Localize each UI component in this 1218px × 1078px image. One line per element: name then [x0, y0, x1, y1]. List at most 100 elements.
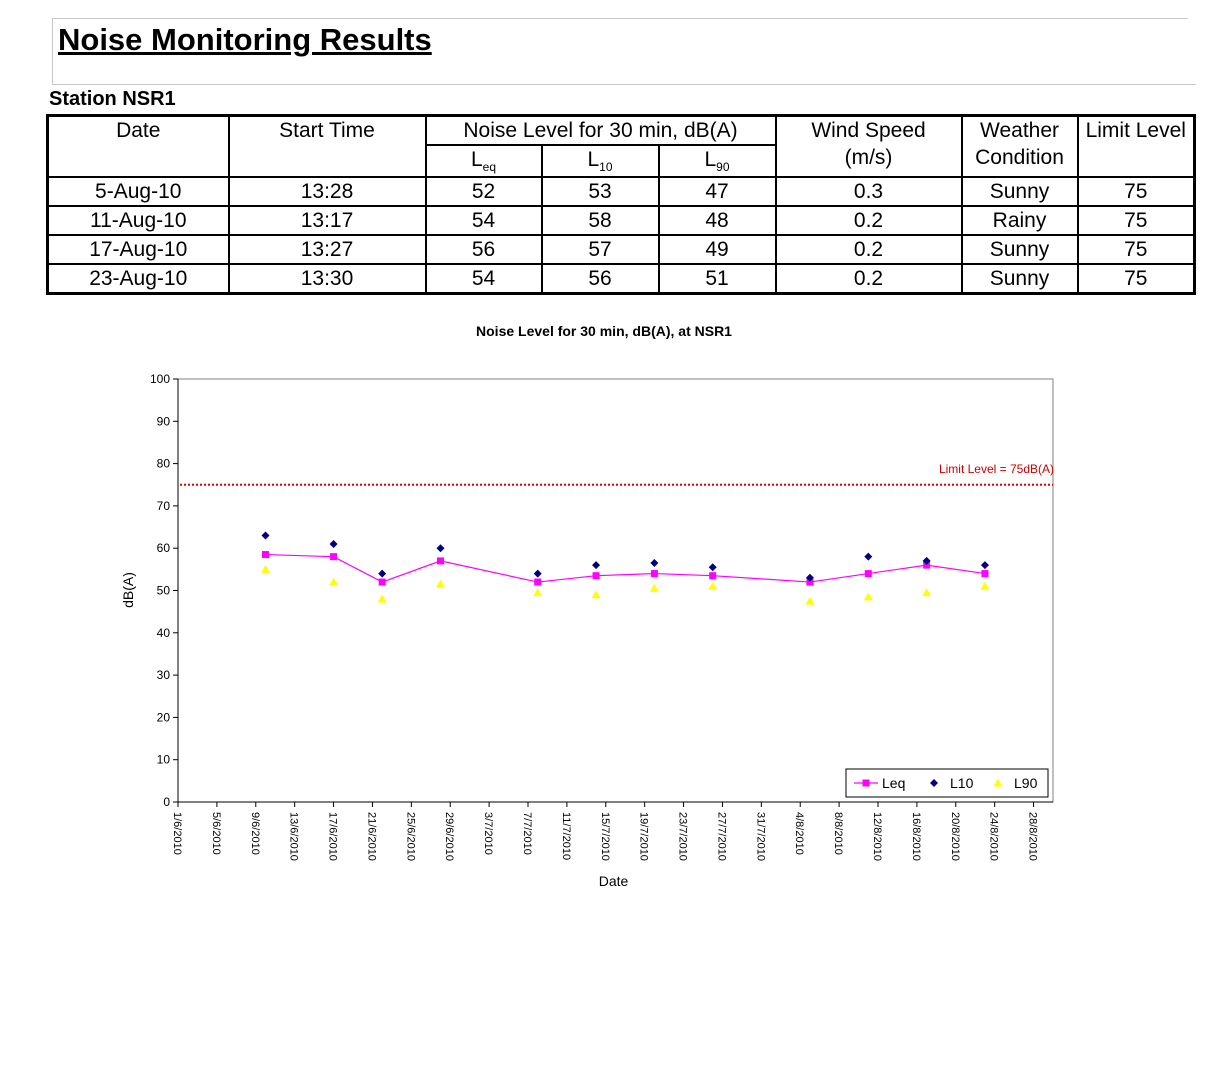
cell-date: 11-Aug-10 [46, 205, 230, 236]
chart-axes: 0 10 20 30 40 50 60 70 80 90 100 1/6/2010 5/6/2010 9/… [120, 372, 1054, 889]
cell-wind: 0.3 [774, 176, 963, 207]
x-tick-label: 4/8/2010 [793, 812, 805, 855]
header-wind-line2: (m/s) [844, 146, 893, 169]
l90-point [533, 588, 543, 597]
cell-weather: Sunny [960, 234, 1079, 265]
leq-point [806, 578, 814, 586]
cell-limit: 75 [1076, 263, 1196, 295]
leq-point [709, 572, 717, 580]
legend-box [845, 768, 1049, 798]
l10-point [533, 569, 542, 578]
cell-limit: 75 [1076, 234, 1196, 265]
cell-limit: 75 [1076, 205, 1196, 236]
x-tick-label: 25/6/2010 [404, 812, 416, 861]
results-table: Date Start Time Noise Level for 30 min, … [46, 114, 1197, 295]
chart-title: Noise Level for 30 min, dB(A), at NSR1 [476, 323, 732, 339]
x-tick-label: 12/8/2010 [871, 812, 883, 861]
limit-label: Limit Level = 75dB(A) [939, 462, 1054, 476]
x-tick-label: 31/7/2010 [754, 812, 766, 861]
l10-point [805, 573, 814, 582]
y-tick-label: 30 [157, 668, 171, 682]
leq-point [330, 553, 338, 561]
header-l90: L90 [657, 144, 777, 178]
chart-legend: Leq L10 L90 [845, 768, 1049, 798]
l10-point [436, 544, 445, 553]
l10-point [261, 531, 270, 540]
cell-l90: 48 [657, 205, 777, 236]
x-tick-label: 19/7/2010 [638, 812, 650, 861]
x-tick-label: 7/7/2010 [521, 812, 533, 855]
header-leq-main: L [470, 148, 483, 171]
x-tick-label: 15/7/2010 [599, 812, 611, 861]
cell-weather: Rainy [960, 205, 1079, 236]
y-tick-label: 40 [157, 626, 171, 640]
x-tick-label: 27/7/2010 [715, 812, 727, 861]
x-tick-label: 20/8/2010 [949, 812, 961, 861]
cell-leq: 54 [424, 263, 543, 295]
x-tick-label: 17/6/2010 [327, 812, 339, 861]
header-start-time: Start Time [227, 114, 427, 178]
cell-wind: 0.2 [774, 234, 963, 265]
legend-leq-label: Leq [882, 775, 905, 791]
header-l90-main: L [704, 148, 717, 171]
cell-leq: 56 [424, 234, 543, 265]
x-tick-label: 24/8/2010 [988, 812, 1000, 861]
l90-point [649, 583, 659, 592]
header-l10: L10 [540, 144, 660, 178]
l10-point [708, 563, 717, 572]
header-wind-line1: Wind Speed [811, 119, 926, 142]
cell-l10: 53 [540, 176, 660, 207]
x-tick-label: 9/6/2010 [249, 812, 261, 855]
y-tick-label: 0 [163, 795, 170, 809]
y-tick-label: 70 [157, 499, 171, 513]
leq-point [981, 570, 989, 578]
x-tick-label: 16/8/2010 [910, 812, 922, 861]
cell-wind: 0.2 [774, 205, 963, 236]
cell-start-time: 13:17 [227, 205, 427, 236]
l90-point [805, 596, 815, 605]
cell-wind: 0.2 [774, 263, 963, 295]
l90-point [708, 581, 718, 590]
leq-point [534, 578, 542, 586]
header-date: Date [46, 114, 230, 178]
cell-date: 17-Aug-10 [46, 234, 230, 265]
y-tick-label: 80 [157, 457, 171, 471]
leq-point [437, 557, 444, 565]
l90-point [591, 590, 601, 599]
l90-point [261, 564, 270, 573]
l90-point [329, 577, 339, 586]
x-tick-label: 28/8/2010 [1027, 812, 1039, 861]
cell-leq: 54 [424, 205, 543, 236]
l90-point [377, 594, 387, 603]
header-border-left [52, 18, 53, 84]
cell-leq: 52 [424, 176, 543, 207]
l10-point [650, 559, 659, 568]
leq-point [923, 561, 931, 569]
header-leq: Leq [424, 144, 543, 178]
header-limit-level: Limit Level [1076, 114, 1196, 178]
table-header-row: Date Start Time Noise Level for 30 min, … [46, 114, 1196, 178]
y-tick-label: 90 [157, 414, 171, 428]
l90-point [436, 579, 445, 588]
table-row: 17-Aug-10 13:27 56 57 49 0.2 Sunny 75 [46, 234, 1196, 265]
y-tick-label: 20 [157, 710, 171, 724]
table-row: 23-Aug-10 13:30 54 56 51 0.2 Sunny 75 [46, 263, 1196, 295]
cell-weather: Sunny [960, 263, 1079, 295]
table-row: 11-Aug-10 13:17 54 58 48 0.2 Rainy 75 [46, 205, 1196, 236]
cell-limit: 75 [1076, 176, 1196, 207]
x-tick-label: 1/6/2010 [171, 812, 183, 855]
cell-start-time: 13:27 [227, 234, 427, 265]
header-leq-sub: eq [482, 160, 497, 174]
y-tick-label: 100 [150, 372, 170, 386]
plot-frame [177, 378, 1054, 803]
chart-svg: Noise Level for 30 min, dB(A), at NSR1 0… [120, 323, 1054, 889]
x-tick-label: 23/7/2010 [677, 812, 689, 861]
table-row: 5-Aug-10 13:28 52 53 47 0.3 Sunny 75 [46, 176, 1196, 207]
leq-point [378, 578, 386, 586]
l10-point [378, 569, 387, 578]
header-weather: Weather Condition [960, 114, 1079, 178]
x-tick-label: 29/6/2010 [443, 812, 455, 861]
y-tick-label: 10 [157, 753, 171, 767]
cell-weather: Sunny [960, 176, 1079, 207]
leq-point [650, 570, 658, 578]
